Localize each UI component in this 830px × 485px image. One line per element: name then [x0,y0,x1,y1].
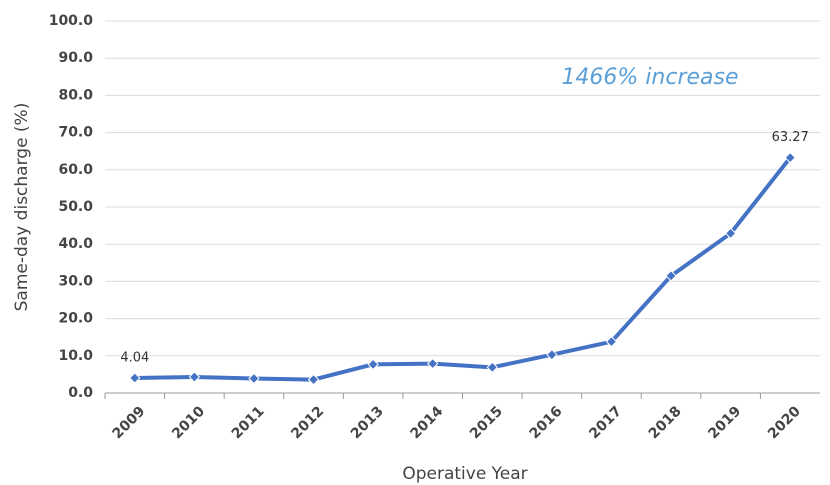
y-tick-label: 60.0 [58,162,93,178]
y-tick-label: 20.0 [58,311,93,327]
x-tick-label: 2017 [586,403,625,442]
y-tick-label: 100.0 [49,13,94,29]
x-tick-label: 2016 [527,403,566,442]
x-tick-label: 2011 [229,403,268,442]
y-tick-label: 80.0 [58,87,93,103]
data-point [248,372,260,385]
y-axis-title: Same-day discharge (%) [12,103,32,312]
data-point [427,357,439,370]
data-label: 4.04 [120,350,149,365]
data-point [665,270,677,282]
y-tick-label: 30.0 [58,273,93,289]
y-tick-label: 70.0 [58,125,93,141]
x-tick-label: 2012 [288,403,327,442]
y-tick-label: 50.0 [58,199,93,215]
x-tick-label: 2010 [169,403,208,442]
x-axis-title: Operative Year [402,464,527,484]
y-tick-label: 40.0 [58,236,93,252]
x-tick-label: 2018 [646,403,685,442]
x-tick-label: 2019 [705,403,744,442]
data-point [307,373,320,386]
y-tick-label: 0.0 [68,385,93,401]
y-tick-label: 90.0 [58,50,93,66]
x-tick-label: 2009 [110,403,149,442]
data-point [784,151,796,164]
data-point [188,371,201,383]
x-tick-label: 2014 [407,403,446,442]
x-tick-label: 2020 [765,403,804,442]
annotation: 1466% increase [561,65,738,90]
data-point [546,348,558,361]
x-tick-label: 2013 [348,403,387,442]
data-label: 63.27 [772,130,809,145]
data-point [367,358,379,371]
data-point [486,361,498,374]
data-point [724,227,737,240]
data-point [605,335,618,348]
data-line [134,156,792,382]
y-tick-label: 10.0 [58,348,93,364]
data-point [129,372,141,384]
x-tick-label: 2015 [467,403,506,442]
